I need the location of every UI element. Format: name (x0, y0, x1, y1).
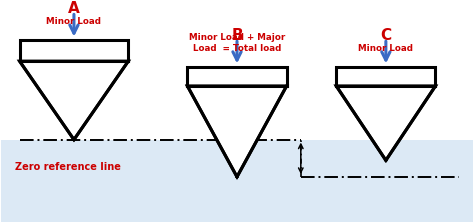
Text: Minor Load: Minor Load (46, 17, 101, 26)
Text: Zero reference line: Zero reference line (15, 161, 121, 171)
Polygon shape (336, 86, 436, 160)
Bar (19, 41, 128, 61)
Bar (187, 67, 287, 86)
Polygon shape (19, 61, 128, 140)
Text: C: C (380, 28, 392, 43)
Text: Minor Load + Major
Load  = Total load: Minor Load + Major Load = Total load (189, 33, 285, 53)
Text: B: B (231, 28, 243, 43)
Polygon shape (187, 86, 287, 177)
Bar (0, 140, 474, 222)
Text: A: A (68, 1, 80, 16)
Bar (336, 67, 436, 86)
Text: Minor Load: Minor Load (358, 44, 413, 53)
